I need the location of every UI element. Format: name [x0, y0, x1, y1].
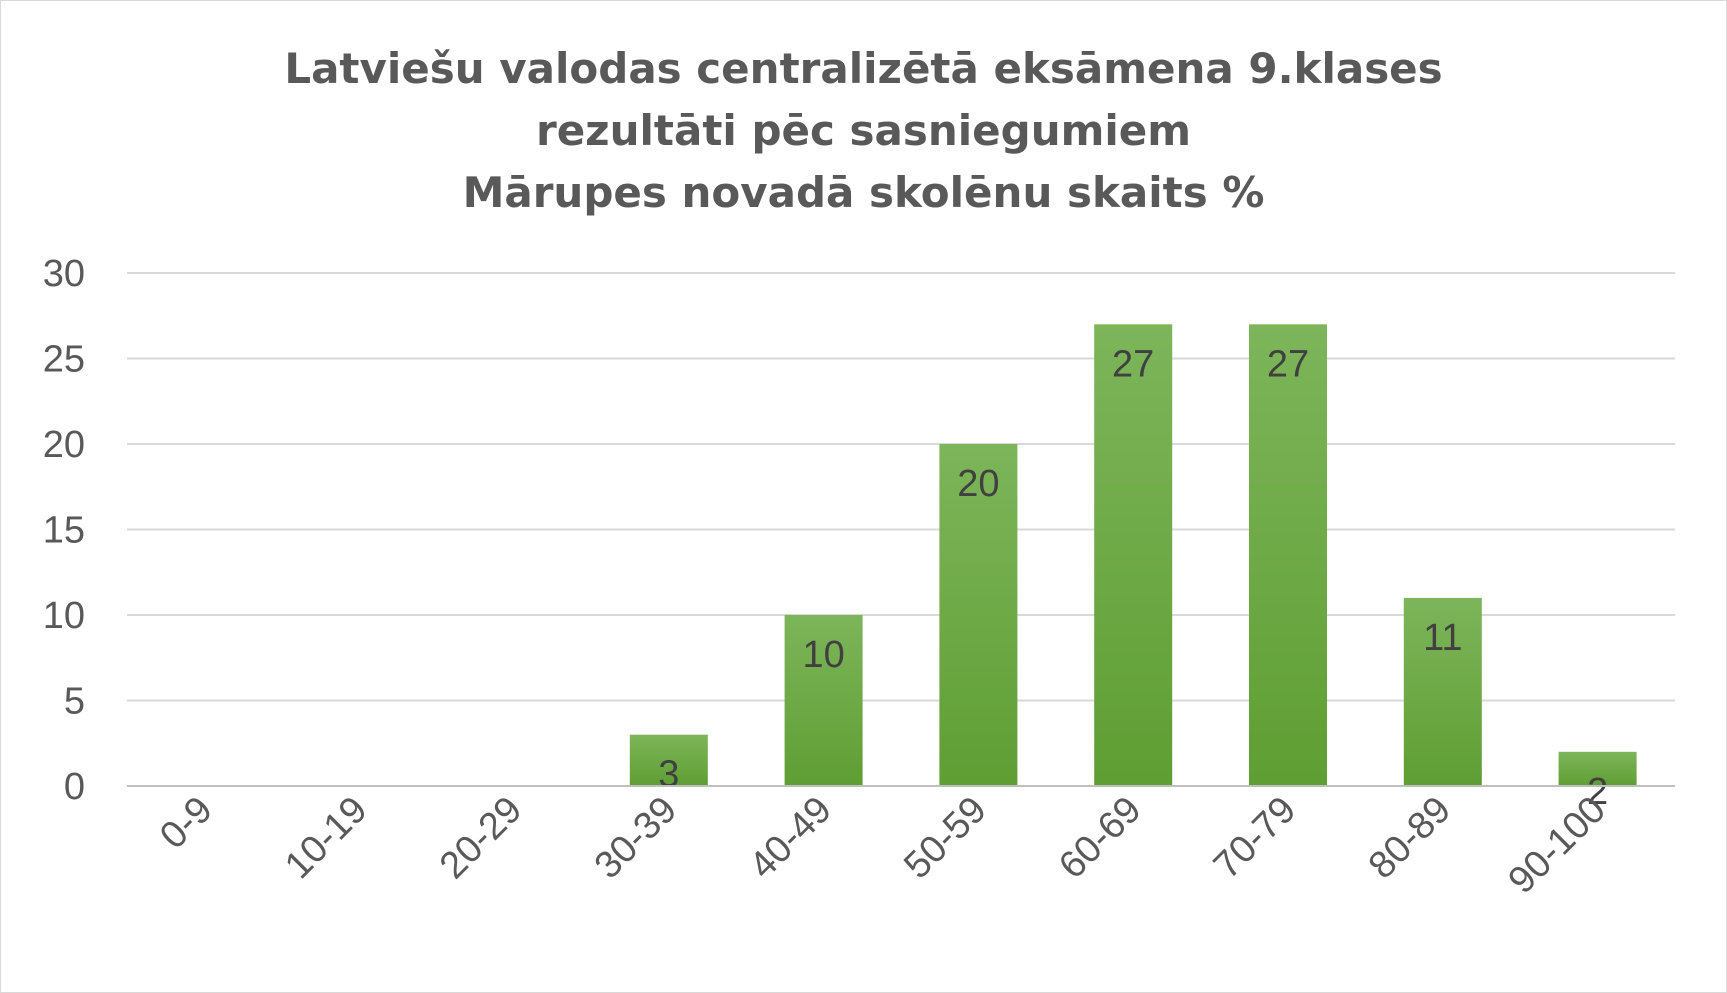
data-label-70-79: 27	[1267, 343, 1309, 385]
y-tick-label: 30	[43, 253, 85, 295]
x-tick-label: 10-19	[277, 789, 375, 887]
chart-title-line-2: rezultāti pēc sasniegumiem	[535, 106, 1192, 155]
y-tick-label: 0	[64, 766, 85, 808]
bar-40-49	[784, 615, 863, 786]
bar-50-59	[939, 444, 1018, 786]
x-tick-label: 50-59	[896, 789, 994, 887]
bar-60-69	[1094, 324, 1173, 786]
x-tick-label: 30-39	[587, 789, 685, 887]
data-label-80-89: 11	[1423, 617, 1462, 659]
bars: 3 10 20 27 27 11 2	[629, 324, 1637, 813]
x-tick-label: 40-49	[742, 789, 840, 887]
bar-70-79	[1249, 324, 1327, 786]
chart-title-line-3: Mārupes novadā skolēnu skaits %	[462, 168, 1265, 217]
bar-80-89	[1403, 597, 1482, 786]
data-label-40-49: 10	[802, 634, 844, 676]
y-tick-label: 25	[43, 339, 85, 381]
data-label-90-100: 2	[1587, 771, 1608, 813]
gridlines	[127, 272, 1675, 702]
y-tick-label: 15	[43, 510, 85, 552]
data-label-50-59: 20	[957, 463, 999, 505]
x-tick-label: 80-89	[1361, 789, 1459, 887]
x-tick-label: 0-9	[152, 789, 221, 858]
data-label-60-69: 27	[1112, 343, 1154, 385]
bar-90-100	[1558, 751, 1637, 786]
y-tick-label: 20	[43, 424, 85, 466]
x-tick-label: 90-100	[1501, 789, 1614, 902]
y-tick-label: 10	[43, 595, 85, 637]
y-tick-label: 5	[64, 681, 85, 723]
data-label-30-39: 3	[658, 754, 679, 796]
x-tick-label: 70-79	[1206, 789, 1304, 887]
y-axis: 0 5 10 15 20 25 30	[43, 253, 85, 808]
bar-30-39	[629, 734, 708, 786]
x-tick-label: 20-29	[432, 789, 530, 887]
chart-title-line-1: Latviešu valodas centralizētā eksāmena 9…	[284, 44, 1443, 93]
x-tick-label: 60-69	[1051, 789, 1149, 887]
chart-title: Latviešu valodas centralizētā eksāmena 9…	[0, 38, 1727, 224]
x-axis: 0-9 10-19 20-29 30-39 40-49 50-59 60-69 70-79 80…	[127, 785, 1675, 902]
